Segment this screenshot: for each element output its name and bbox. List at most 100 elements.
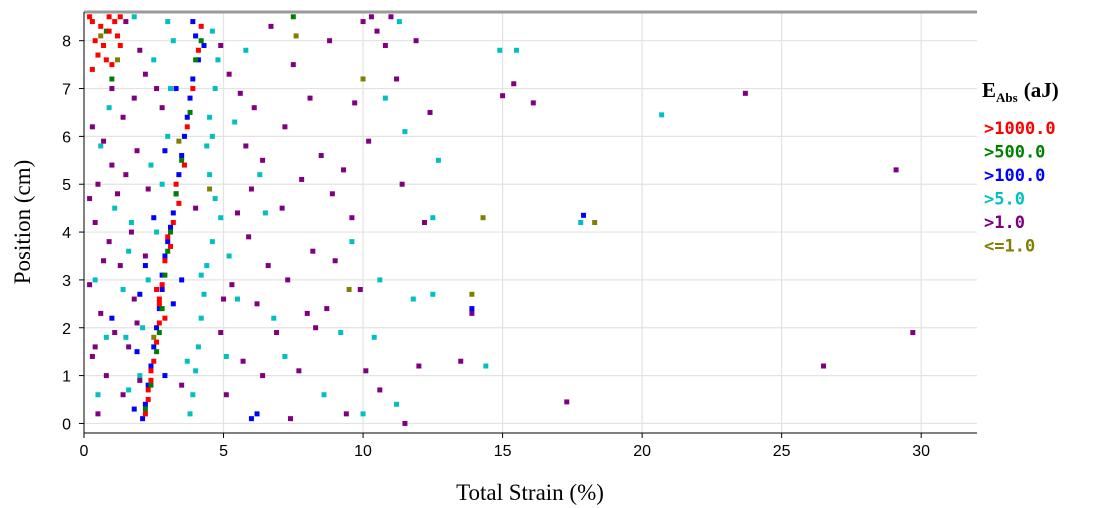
data-point	[332, 258, 338, 264]
data-point	[243, 143, 249, 149]
data-point	[162, 272, 168, 278]
data-point	[134, 349, 140, 355]
data-point	[176, 138, 182, 144]
grid	[84, 12, 977, 433]
data-point	[338, 330, 344, 336]
data-point	[497, 47, 503, 53]
data-point	[193, 33, 199, 39]
plot-area	[84, 12, 977, 433]
data-point	[179, 382, 185, 388]
data-point	[260, 157, 266, 163]
data-point	[209, 133, 215, 139]
data-point	[159, 181, 165, 187]
data-point	[223, 392, 229, 398]
data-point	[237, 90, 243, 96]
data-point	[103, 57, 109, 63]
data-point	[469, 291, 475, 297]
y-tick-label: 1	[62, 369, 71, 386]
y-tick-label: 7	[62, 82, 71, 99]
data-point	[257, 172, 263, 178]
data-points	[87, 14, 916, 426]
data-point	[165, 239, 171, 245]
y-axis-title: Position (cm)	[10, 160, 35, 285]
data-point	[159, 286, 165, 292]
data-point	[89, 124, 95, 130]
data-point	[265, 263, 271, 269]
data-point	[179, 153, 185, 159]
data-point	[145, 277, 151, 283]
data-point	[193, 205, 199, 211]
data-point	[145, 397, 151, 403]
data-point	[821, 363, 827, 369]
data-point	[126, 248, 132, 254]
data-point	[198, 23, 204, 29]
data-point	[377, 387, 383, 393]
data-point	[134, 320, 140, 326]
data-point	[310, 248, 316, 254]
data-point	[357, 286, 363, 292]
x-axis-ticks: 0 5 10 15 20 25 30	[80, 433, 930, 460]
data-point	[321, 392, 327, 398]
y-axis-ticks: 0 1 2 3 4 5 6 7 8	[62, 34, 84, 433]
data-point	[511, 81, 517, 87]
legend-entry: >100.0	[984, 166, 1045, 186]
data-point	[109, 76, 115, 82]
data-point	[103, 373, 109, 379]
data-point	[95, 392, 101, 398]
data-point	[128, 229, 134, 235]
x-tick-label: 25	[773, 443, 791, 460]
data-point	[168, 243, 174, 249]
data-point	[98, 23, 104, 29]
data-point	[207, 114, 213, 120]
data-point	[148, 162, 154, 168]
data-point	[156, 320, 162, 326]
data-point	[89, 66, 95, 72]
data-point	[165, 234, 171, 240]
data-point	[274, 330, 280, 336]
y-tick-label: 0	[62, 416, 71, 433]
data-point	[181, 133, 187, 139]
data-point	[148, 382, 154, 388]
data-point	[162, 373, 168, 379]
data-point	[324, 306, 330, 312]
data-point	[151, 215, 157, 221]
data-point	[215, 57, 221, 63]
data-point	[307, 95, 313, 101]
data-point	[92, 220, 98, 225]
y-tick-label: 2	[62, 321, 71, 338]
data-point	[251, 105, 257, 111]
data-point	[151, 358, 157, 364]
data-point	[145, 382, 151, 388]
data-point	[145, 186, 151, 192]
data-point	[240, 358, 246, 364]
data-point	[514, 47, 520, 53]
data-point	[154, 325, 160, 331]
data-point	[123, 172, 129, 178]
data-point	[893, 167, 899, 173]
data-point	[564, 399, 570, 405]
data-point	[296, 368, 302, 374]
y-tick-label: 5	[62, 177, 71, 194]
data-point	[137, 291, 143, 297]
data-point	[248, 186, 254, 192]
data-point	[232, 119, 238, 125]
data-point	[218, 215, 224, 221]
data-point	[131, 95, 137, 101]
data-point	[176, 200, 182, 206]
data-point	[101, 258, 107, 264]
data-point	[360, 76, 366, 82]
data-point	[151, 344, 157, 350]
data-point	[156, 330, 162, 336]
data-point	[187, 411, 193, 417]
data-point	[368, 14, 374, 20]
data-point	[187, 95, 193, 101]
x-tick-label: 30	[912, 443, 930, 460]
data-point	[117, 263, 123, 269]
data-point	[112, 330, 118, 336]
data-point	[112, 19, 118, 25]
data-point	[140, 416, 146, 422]
data-point	[173, 86, 179, 92]
data-point	[114, 33, 120, 39]
data-point	[363, 368, 369, 374]
data-point	[299, 176, 305, 182]
